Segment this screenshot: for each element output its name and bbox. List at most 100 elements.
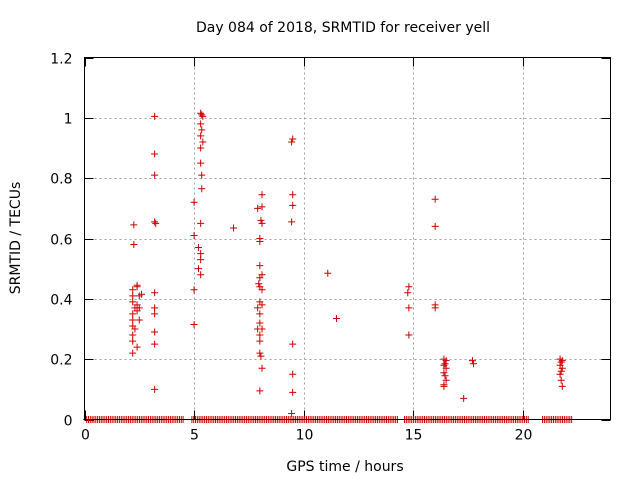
- data-point: [194, 244, 202, 252]
- data-point: [256, 349, 264, 357]
- data-point: [289, 370, 297, 378]
- data-point: [190, 231, 198, 239]
- data-point: [135, 304, 143, 312]
- data-point: [405, 331, 413, 339]
- plot-frame: [84, 57, 611, 420]
- data-point: [151, 218, 159, 226]
- data-point: [197, 250, 205, 258]
- data-point: [199, 138, 207, 146]
- data-point: [197, 159, 205, 167]
- x-tick-label: 0: [81, 428, 90, 444]
- data-point: [198, 111, 206, 119]
- data-point: [133, 343, 141, 351]
- data-point: [289, 135, 297, 143]
- data-point: [440, 382, 448, 390]
- data-point: [130, 221, 138, 229]
- data-point: [441, 372, 449, 380]
- data-point: [460, 394, 468, 402]
- data-point: [256, 262, 264, 270]
- data-point: [151, 310, 159, 318]
- data-point: [431, 222, 439, 230]
- data-point: [288, 138, 296, 146]
- data-point: [289, 340, 297, 348]
- y-axis-label: SRMTID / TECUs: [8, 182, 24, 295]
- tick-labels: 0 5 10 15 20 0 0.2 0.4 0.6 0.8 1 1.2: [50, 52, 532, 444]
- data-point: [289, 388, 297, 396]
- data-point: [135, 316, 143, 324]
- data-point: [258, 364, 266, 372]
- data-point: [557, 376, 565, 384]
- data-point: [198, 171, 206, 179]
- data-point: [258, 325, 266, 333]
- data-point: [441, 360, 449, 368]
- data-point: [558, 357, 566, 365]
- data-point: [470, 360, 478, 368]
- data-point: [258, 191, 266, 199]
- data-point: [129, 298, 137, 306]
- data-point: [197, 132, 205, 140]
- data-point: [324, 269, 332, 277]
- data-point: [556, 370, 564, 378]
- data-point: [557, 367, 565, 375]
- data-point: [129, 286, 137, 294]
- data-point: [254, 304, 262, 312]
- y-tick-label: 0.2: [50, 353, 72, 369]
- data-point: [256, 319, 264, 327]
- data-point: [442, 376, 450, 384]
- data-point: [256, 274, 264, 282]
- data-point: [230, 224, 238, 232]
- data-point: [258, 301, 266, 309]
- data-point: [256, 387, 264, 395]
- data-point: [152, 219, 160, 227]
- data-point: [288, 409, 296, 417]
- data-point: [130, 241, 138, 249]
- data-point: [254, 204, 262, 212]
- data-point: [197, 120, 205, 128]
- x-tick-label: 15: [405, 428, 423, 444]
- x-tick-label: 10: [296, 428, 314, 444]
- data-point: [129, 310, 137, 318]
- data-point: [197, 256, 205, 264]
- y-tick-label: 0: [64, 414, 73, 430]
- data-point: [190, 320, 198, 328]
- data-point: [190, 286, 198, 294]
- data-point: [137, 290, 145, 298]
- data-point: [190, 198, 198, 206]
- data-point: [558, 382, 566, 390]
- x-axis-label: GPS time / hours: [286, 459, 403, 475]
- data-point: [431, 304, 439, 312]
- data-point: [129, 331, 137, 339]
- data-point: [404, 289, 412, 297]
- data-point: [199, 112, 207, 120]
- data-point: [258, 286, 266, 294]
- data-point: [256, 238, 264, 246]
- data-point: [333, 314, 341, 322]
- data-point: [468, 357, 476, 365]
- data-point: [256, 337, 264, 345]
- grid-lines: [84, 57, 611, 420]
- data-point: [255, 280, 263, 288]
- data-point: [129, 349, 137, 357]
- data-point: [194, 265, 202, 273]
- data-point: [256, 310, 264, 318]
- data-point: [256, 331, 264, 339]
- data-point: [133, 283, 141, 291]
- data-point: [405, 304, 413, 312]
- data-point: [197, 271, 205, 279]
- data-point: [257, 352, 265, 360]
- data-point: [151, 328, 159, 336]
- y-tick-label: 0.8: [50, 172, 72, 188]
- data-point: [151, 171, 159, 179]
- data-point: [151, 150, 159, 158]
- x-tick-label: 20: [515, 428, 533, 444]
- data-point: [197, 219, 205, 227]
- data-point: [289, 191, 297, 199]
- y-tick-label: 0.6: [50, 233, 72, 249]
- data-point: [257, 216, 265, 224]
- data-point: [440, 369, 448, 377]
- data-point: [258, 203, 266, 211]
- y-tick-label: 1.2: [50, 52, 72, 68]
- data-point: [151, 340, 159, 348]
- data-point: [151, 385, 159, 393]
